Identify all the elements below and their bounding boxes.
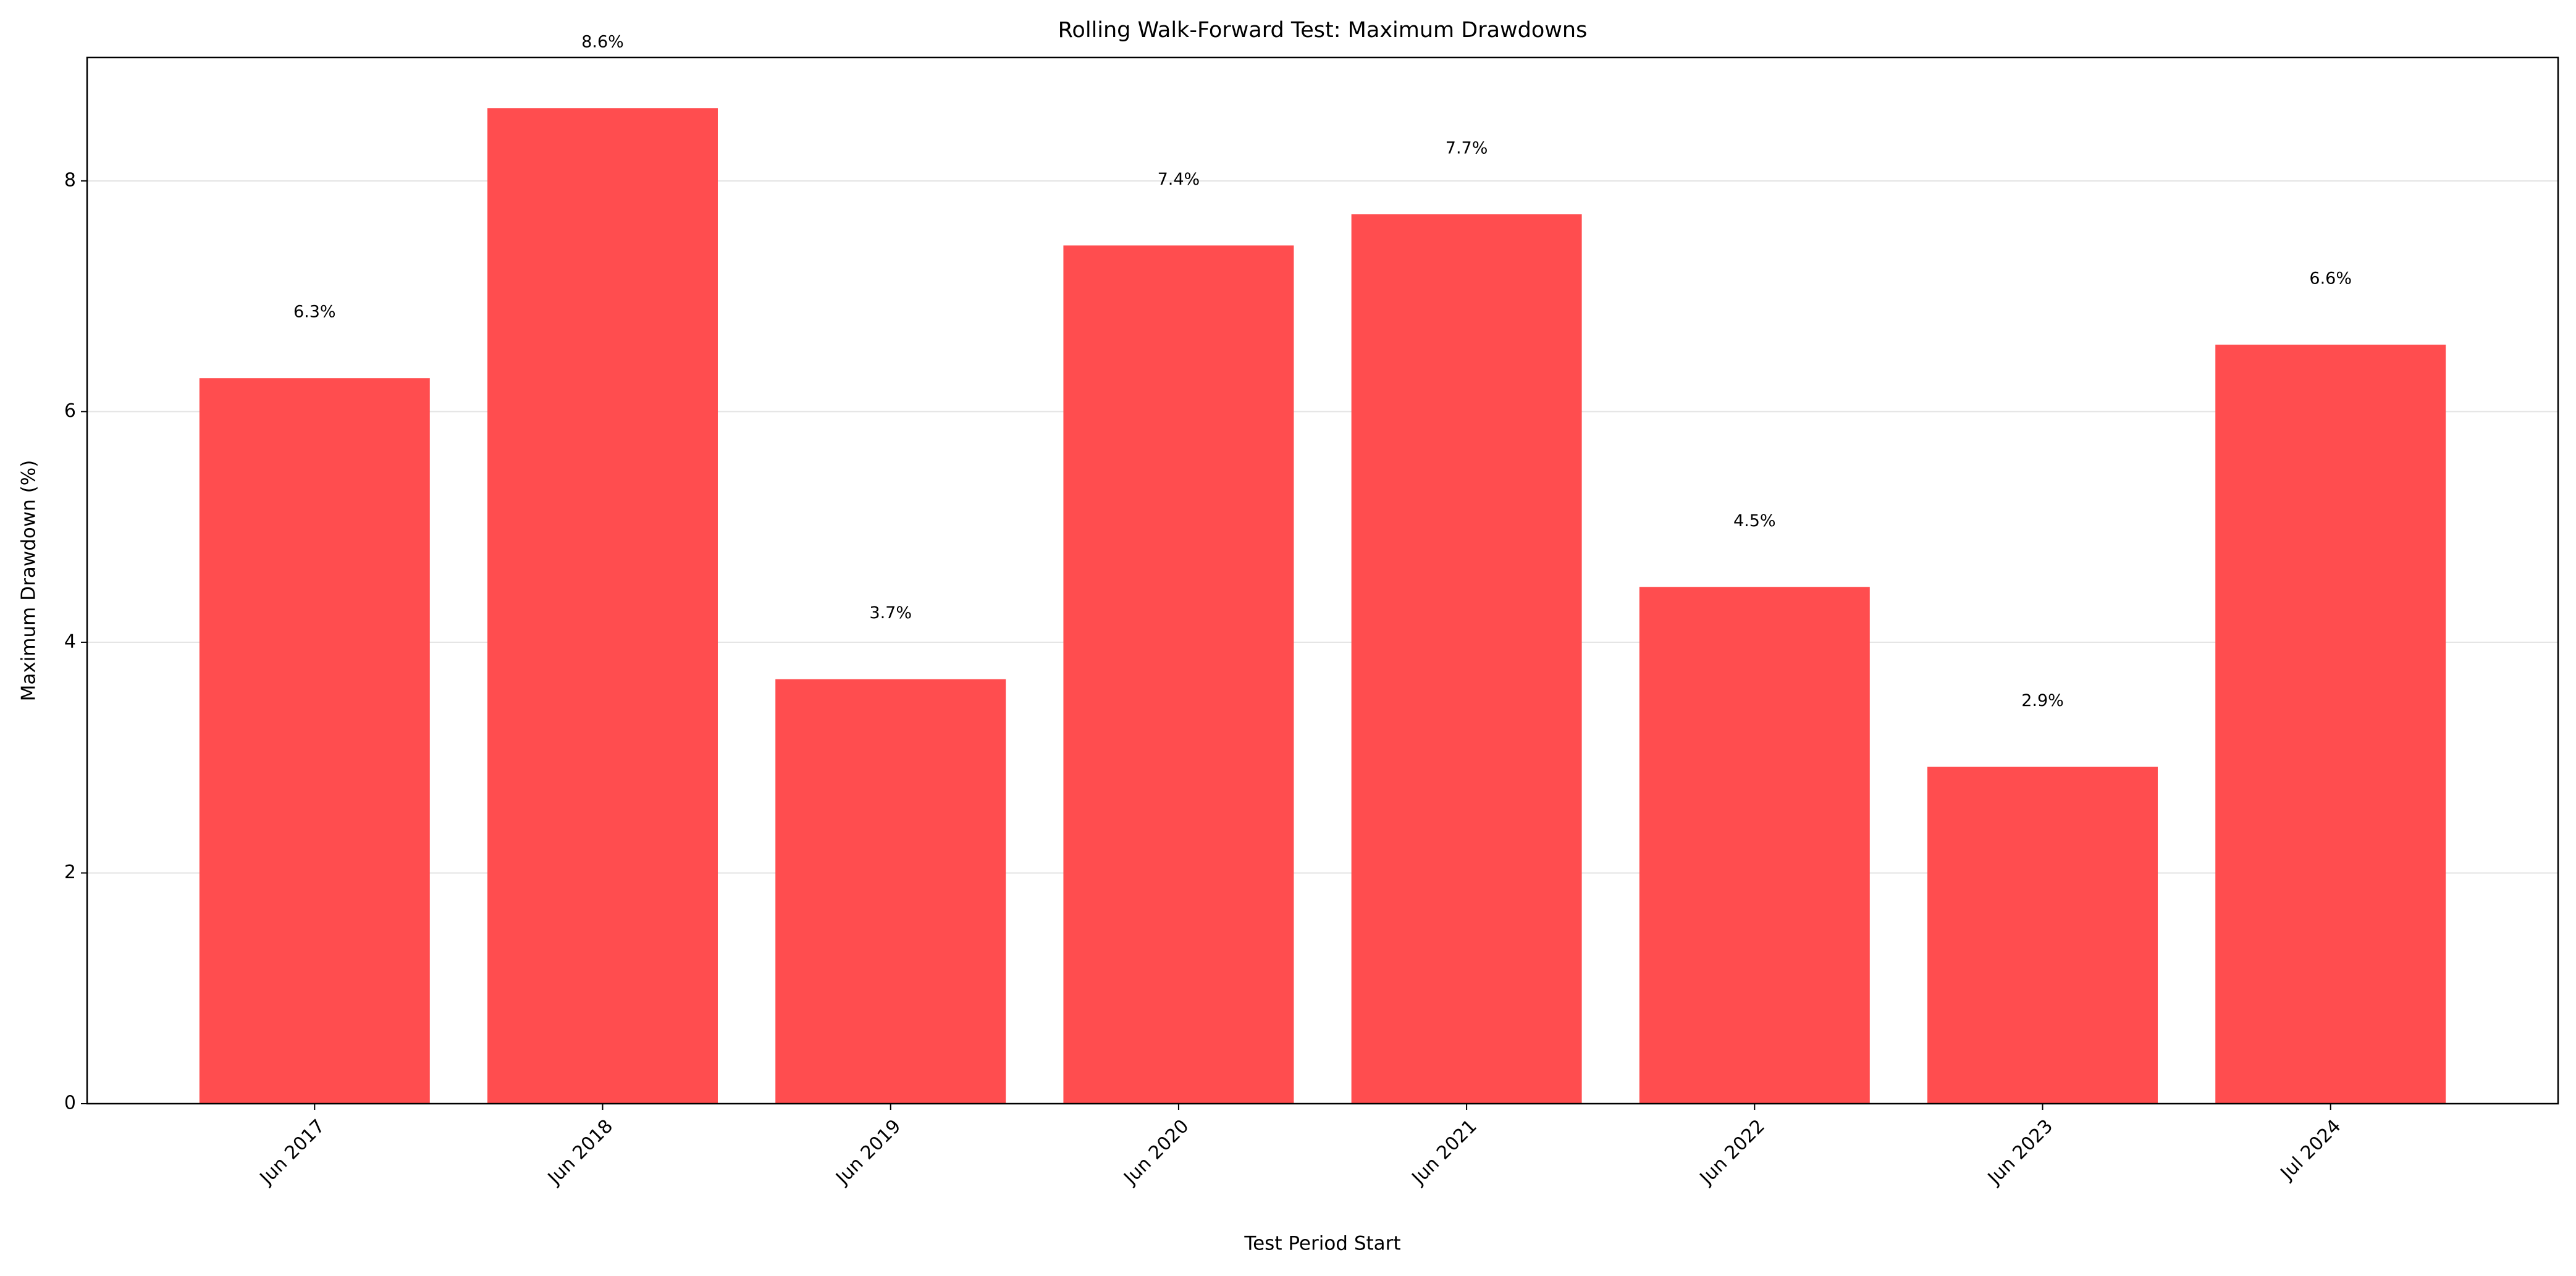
bar	[487, 108, 718, 1104]
value-label: 6.3%	[293, 303, 336, 322]
value-label: 8.6%	[581, 33, 624, 52]
bar	[1351, 214, 1582, 1104]
y-tick-label: 8	[64, 169, 76, 191]
bar	[1927, 766, 2158, 1104]
y-tick-label: 2	[64, 862, 76, 883]
value-label: 7.7%	[1446, 139, 1488, 158]
value-label: 2.9%	[2021, 691, 2064, 710]
bar	[2215, 345, 2446, 1104]
y-tick-label: 4	[64, 631, 76, 652]
bar	[775, 679, 1006, 1104]
value-label: 6.6%	[2309, 269, 2352, 288]
bar	[199, 378, 430, 1104]
value-label: 4.5%	[1733, 511, 1776, 531]
x-axis-label: Test Period Start	[1244, 1233, 1400, 1255]
y-axis-label: Maximum Drawdown (%)	[18, 460, 40, 702]
plot-frame	[86, 56, 2559, 1105]
y-tick-label: 6	[64, 400, 76, 422]
value-label: 3.7%	[869, 603, 912, 623]
y-tick-label: 0	[64, 1093, 76, 1114]
chart-title: Rolling Walk-Forward Test: Maximum Drawd…	[1058, 18, 1588, 43]
bar	[1639, 587, 1870, 1104]
value-label: 7.4%	[1158, 170, 1200, 189]
bar	[1063, 245, 1294, 1104]
